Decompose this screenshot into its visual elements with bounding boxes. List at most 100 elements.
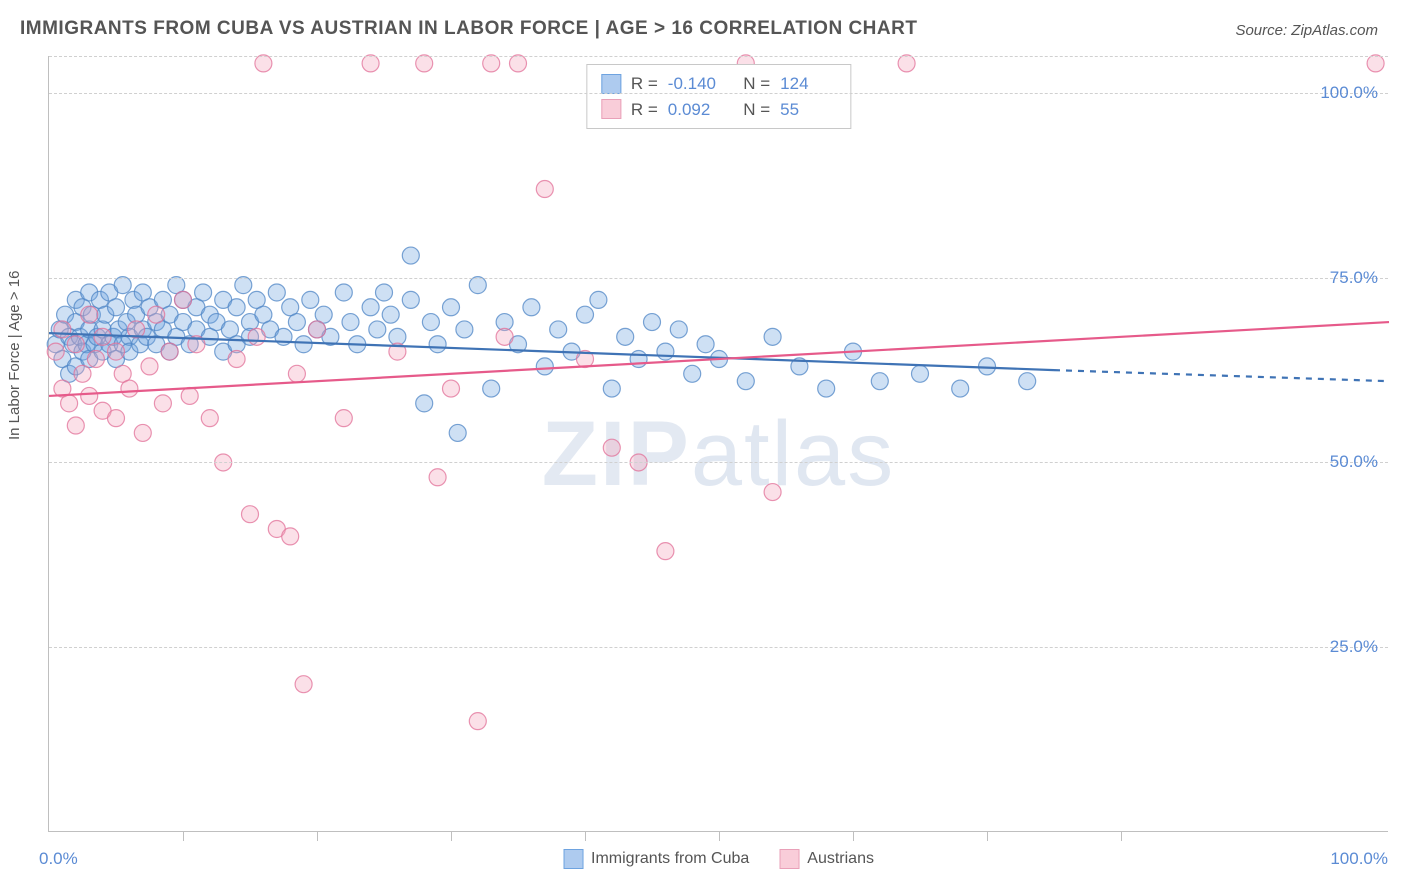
scatter-point (670, 321, 687, 338)
scatter-point (416, 55, 433, 72)
scatter-point (697, 336, 714, 353)
scatter-point (422, 314, 439, 331)
x-tick (317, 831, 318, 841)
scatter-point (54, 321, 71, 338)
scatter-point (536, 181, 553, 198)
x-tick (987, 831, 988, 841)
scatter-point (416, 395, 433, 412)
scatter-point (295, 676, 312, 693)
scatter-point (402, 247, 419, 264)
scatter-point (248, 328, 265, 345)
scatter-point (630, 351, 647, 368)
x-tick (1121, 831, 1122, 841)
y-tick-label: 100.0% (1320, 83, 1378, 103)
stats-row: R = 0.092 N = 55 (601, 97, 836, 123)
scatter-point (577, 306, 594, 323)
scatter-point (737, 373, 754, 390)
scatter-point (449, 424, 466, 441)
legend-item: Immigrants from Cuba (563, 849, 749, 869)
scatter-point (369, 321, 386, 338)
x-tick (585, 831, 586, 841)
scatter-point (590, 291, 607, 308)
scatter-point (288, 365, 305, 382)
x-tick (719, 831, 720, 841)
scatter-point (175, 291, 192, 308)
scatter-point (429, 469, 446, 486)
y-tick-label: 25.0% (1330, 637, 1378, 657)
scatter-point (255, 55, 272, 72)
scatter-point (108, 299, 125, 316)
scatter-point (288, 314, 305, 331)
scatter-point (161, 343, 178, 360)
scatter-point (108, 410, 125, 427)
scatter-point (443, 299, 460, 316)
scatter-point (469, 713, 486, 730)
scatter-point (496, 328, 513, 345)
gridline (49, 93, 1388, 94)
scatter-point (912, 365, 929, 382)
scatter-point (456, 321, 473, 338)
y-tick-label: 50.0% (1330, 452, 1378, 472)
legend-swatch (601, 74, 621, 94)
scatter-point (61, 395, 78, 412)
scatter-point (684, 365, 701, 382)
scatter-point (201, 410, 218, 427)
scatter-point (295, 336, 312, 353)
scatter-point (536, 358, 553, 375)
chart-title: IMMIGRANTS FROM CUBA VS AUSTRIAN IN LABO… (20, 18, 917, 40)
scatter-point (154, 395, 171, 412)
legend-swatch (563, 849, 583, 869)
gridline (49, 462, 1388, 463)
scatter-point (644, 314, 661, 331)
gridline (49, 278, 1388, 279)
scatter-point (47, 343, 64, 360)
scatter-point (603, 439, 620, 456)
scatter-point (94, 328, 111, 345)
scatter-point (510, 55, 527, 72)
legend-label: Austrians (807, 850, 874, 867)
scatter-point (268, 284, 285, 301)
scatter-point (228, 299, 245, 316)
chart-plot-area: ZIPatlas R = -0.140 N = 124R = 0.092 N =… (48, 56, 1388, 832)
scatter-point (81, 387, 98, 404)
scatter-point (342, 314, 359, 331)
scatter-point (871, 373, 888, 390)
scatter-point (67, 417, 84, 434)
scatter-point (87, 351, 104, 368)
legend-item: Austrians (779, 849, 874, 869)
gridline (49, 56, 1388, 57)
stat-R-label: R = (631, 97, 658, 123)
scatter-point (657, 343, 674, 360)
scatter-point (362, 299, 379, 316)
legend-label: Immigrants from Cuba (591, 850, 749, 867)
scatter-point (523, 299, 540, 316)
scatter-point (898, 55, 915, 72)
x-axis-max-label: 100.0% (1330, 849, 1388, 869)
stat-R-value: 0.092 (668, 97, 724, 123)
x-tick (183, 831, 184, 841)
source-attribution: Source: ZipAtlas.com (1235, 22, 1378, 39)
scatter-point (483, 55, 500, 72)
scatter-point (134, 424, 151, 441)
scatter-point (376, 284, 393, 301)
y-tick-label: 75.0% (1330, 268, 1378, 288)
scatter-point (429, 336, 446, 353)
scatter-point (818, 380, 835, 397)
scatter-point (235, 277, 252, 294)
scatter-point (282, 528, 299, 545)
scatter-point (242, 506, 259, 523)
scatter-point (1367, 55, 1384, 72)
scatter-point (74, 365, 91, 382)
scatter-point (483, 380, 500, 397)
scatter-point (141, 358, 158, 375)
stat-N-label: N = (734, 97, 770, 123)
scatter-point (81, 306, 98, 323)
scatter-point (121, 380, 138, 397)
trendline-extension (1054, 370, 1389, 381)
scatter-point (228, 351, 245, 368)
x-tick (451, 831, 452, 841)
scatter-point (952, 380, 969, 397)
scatter-point (382, 306, 399, 323)
scatter-point (148, 306, 165, 323)
scatter-point (302, 291, 319, 308)
